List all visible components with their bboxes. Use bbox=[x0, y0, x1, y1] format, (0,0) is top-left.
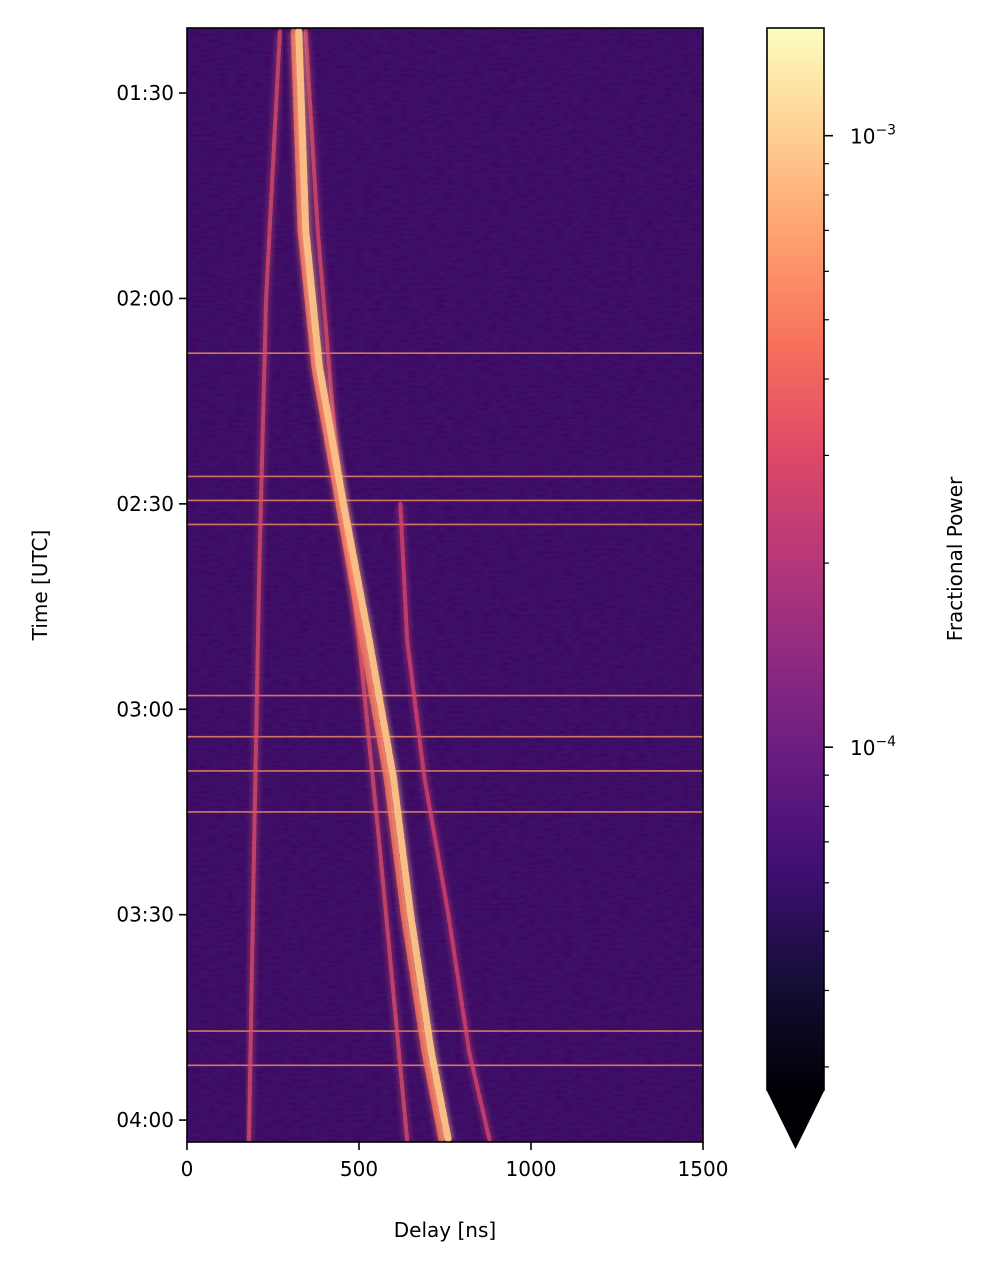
plot-frame bbox=[186, 27, 704, 1143]
y-tick-label: 02:30 bbox=[116, 492, 174, 516]
heatmap-plot bbox=[186, 27, 704, 1143]
early-track bbox=[246, 29, 282, 1142]
y-tick-label: 03:30 bbox=[116, 903, 174, 927]
x-tick-label: 500 bbox=[340, 1157, 378, 1181]
x-axis: 0 500 1000 1500 bbox=[181, 1142, 729, 1181]
far-track bbox=[398, 501, 492, 1142]
y-tick-label: 03:00 bbox=[116, 697, 174, 721]
colorbar-extend-min-triangle bbox=[766, 1089, 825, 1150]
y-tick-label: 04:00 bbox=[116, 1108, 174, 1132]
y-tick-label: 02:00 bbox=[116, 286, 174, 310]
colorbar-ticks: 10−4 10−3 bbox=[824, 123, 896, 1068]
horizontal-interference-lines bbox=[187, 352, 703, 1067]
x-tick-label: 1000 bbox=[506, 1157, 557, 1181]
x-axis-label: Delay [ns] bbox=[394, 1218, 496, 1242]
y-axis: 01:30 02:00 02:30 03:00 03:30 04:00 bbox=[116, 81, 187, 1132]
delay-tracks bbox=[244, 28, 495, 1142]
x-tick-label: 0 bbox=[181, 1157, 194, 1181]
heatmap-noise-texture bbox=[187, 28, 703, 1142]
colorbar-label: Fractional Power bbox=[943, 476, 967, 641]
colorbar-gradient bbox=[766, 27, 825, 1091]
y-axis-label: Time [UTC] bbox=[28, 530, 52, 642]
colorbar-tick-label: 10−3 bbox=[850, 123, 896, 149]
y-tick-label: 01:30 bbox=[116, 81, 174, 105]
colorbar: 10−4 10−3 Fractional Power bbox=[766, 27, 967, 1150]
colorbar-tick-label: 10−4 bbox=[850, 734, 896, 760]
x-tick-label: 1500 bbox=[678, 1157, 729, 1181]
main-track bbox=[295, 28, 452, 1142]
